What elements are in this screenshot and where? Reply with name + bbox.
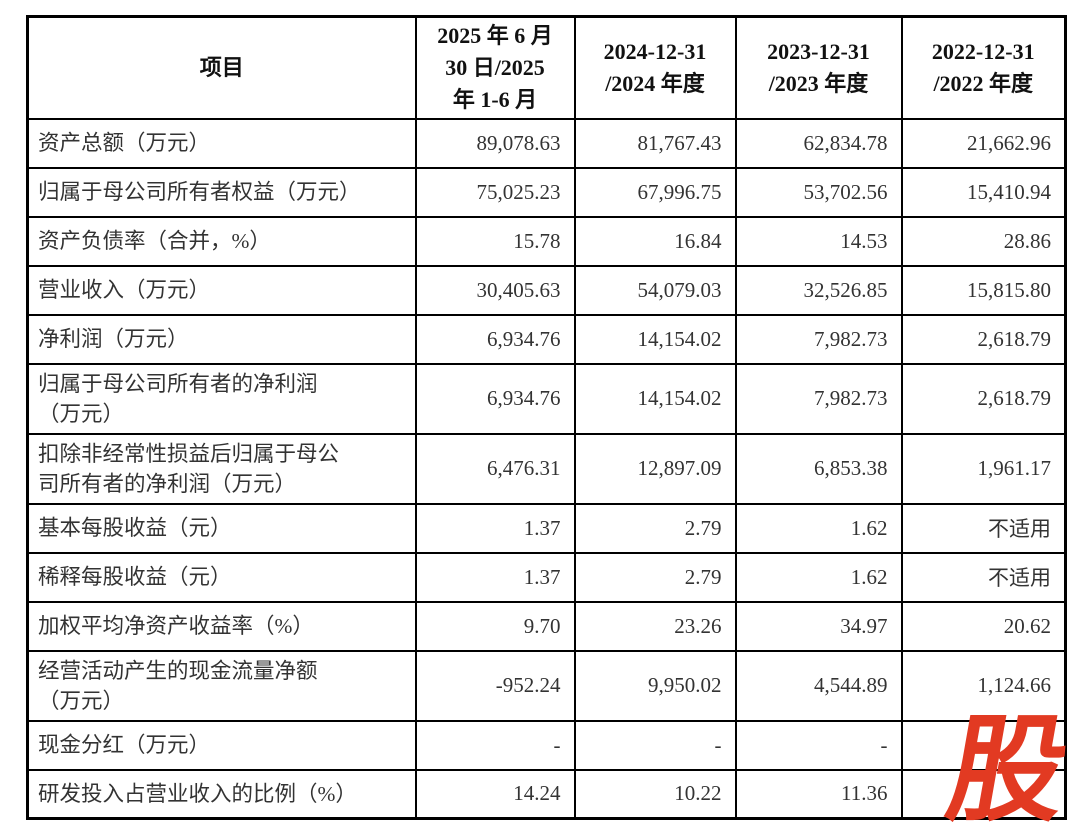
cell-value — [900, 719, 1067, 771]
row-label: 归属于母公司所有者的净利润 （万元） — [26, 362, 417, 435]
cell-value: 不适用 — [900, 551, 1067, 603]
row-label: 现金分红（万元） — [26, 719, 417, 771]
cell-value: 14.53 — [734, 215, 903, 267]
cell-value: 6,853.38 — [734, 432, 903, 505]
cell-value: 12,897.09 — [573, 432, 737, 505]
cell-value: 6,934.76 — [414, 313, 576, 365]
table-row: 基本每股收益（元） 1.37 2.79 1.62 不适用 — [26, 502, 1067, 554]
table-row: 加权平均净资产收益率（%） 9.70 23.26 34.97 20.62 — [26, 600, 1067, 652]
cell-value: 14,154.02 — [573, 362, 737, 435]
row-label: 加权平均净资产收益率（%） — [26, 600, 417, 652]
cell-value: 1.37 — [414, 502, 576, 554]
financial-summary-table: 项目 2025 年 6 月 30 日/2025 年 1-6 月 2024-12-… — [26, 15, 1067, 821]
cell-value: 75,025.23 — [414, 166, 576, 218]
cell-value: 14,154.02 — [573, 313, 737, 365]
cell-value: 20.62 — [900, 600, 1067, 652]
cell-value: 10.22 — [573, 768, 737, 820]
cell-value: 15,410.94 — [900, 166, 1067, 218]
header-col-item: 项目 — [26, 15, 417, 120]
row-label: 资产总额（万元） — [26, 117, 417, 169]
table-row: 经营活动产生的现金流量净额 （万元） -952.24 9,950.02 4,544.8… — [26, 649, 1067, 722]
cell-value: 1,961.17 — [900, 432, 1067, 505]
cell-value: 4,544.89 — [734, 649, 903, 722]
cell-value: 81,767.43 — [573, 117, 737, 169]
cell-value: - — [414, 719, 576, 771]
header-col-2024: 2024-12-31 /2024 年度 — [573, 15, 737, 120]
row-label: 营业收入（万元） — [26, 264, 417, 316]
cell-value: - — [573, 719, 737, 771]
cell-value: 32,526.85 — [734, 264, 903, 316]
row-label: 稀释每股收益（元） — [26, 551, 417, 603]
table-row: 稀释每股收益（元） 1.37 2.79 1.62 不适用 — [26, 551, 1067, 603]
cell-value: 11.36 — [734, 768, 903, 820]
cell-value: 7,982.73 — [734, 313, 903, 365]
cell-value: 15.78 — [414, 215, 576, 267]
table-row: 扣除非经常性损益后归属于母公 司所有者的净利润（万元） 6,476.31 12,89… — [26, 432, 1067, 505]
cell-value: 不适用 — [900, 502, 1067, 554]
cell-value: 2.79 — [573, 502, 737, 554]
cell-value: 23.26 — [573, 600, 737, 652]
cell-value: 2.79 — [573, 551, 737, 603]
header-col-2023: 2023-12-31 /2023 年度 — [734, 15, 903, 120]
table-row: 营业收入（万元） 30,405.63 54,079.03 32,526.85 15,81… — [26, 264, 1067, 316]
cell-value: - — [734, 719, 903, 771]
cell-value: 2,618.79 — [900, 313, 1067, 365]
cell-value: 1.37 — [414, 551, 576, 603]
table-row: 现金分红（万元） - - - — [26, 719, 1067, 771]
table-row: 归属于母公司所有者权益（万元） 75,025.23 67,996.75 53,702.… — [26, 166, 1067, 218]
table-row: 归属于母公司所有者的净利润 （万元） 6,934.76 14,154.02 7,982… — [26, 362, 1067, 435]
cell-value — [900, 768, 1067, 820]
cell-value: 14.24 — [414, 768, 576, 820]
cell-value: 9.70 — [414, 600, 576, 652]
cell-value: 9,950.02 — [573, 649, 737, 722]
cell-value: -952.24 — [414, 649, 576, 722]
cell-value: 1.62 — [734, 502, 903, 554]
cell-value: 6,934.76 — [414, 362, 576, 435]
row-label: 扣除非经常性损益后归属于母公 司所有者的净利润（万元） — [26, 432, 417, 505]
row-label: 净利润（万元） — [26, 313, 417, 365]
header-row: 项目 2025 年 6 月 30 日/2025 年 1-6 月 2024-12-… — [26, 15, 1067, 120]
table-row: 资产总额（万元） 89,078.63 81,767.43 62,834.78 21,66… — [26, 117, 1067, 169]
cell-value: 21,662.96 — [900, 117, 1067, 169]
cell-value: 34.97 — [734, 600, 903, 652]
cell-value: 67,996.75 — [573, 166, 737, 218]
table-row: 资产负债率（合并，%） 15.78 16.84 14.53 28.86 — [26, 215, 1067, 267]
cell-value: 30,405.63 — [414, 264, 576, 316]
table-row: 研发投入占营业收入的比例（%） 14.24 10.22 11.36 — [26, 768, 1067, 820]
table-row: 净利润（万元） 6,934.76 14,154.02 7,982.73 2,618.79 — [26, 313, 1067, 365]
cell-value: 1,124.66 — [900, 649, 1067, 722]
cell-value: 7,982.73 — [734, 362, 903, 435]
row-label: 归属于母公司所有者权益（万元） — [26, 166, 417, 218]
header-col-2022: 2022-12-31 /2022 年度 — [900, 15, 1067, 120]
cell-value: 1.62 — [734, 551, 903, 603]
cell-value: 16.84 — [573, 215, 737, 267]
row-label: 经营活动产生的现金流量净额 （万元） — [26, 649, 417, 722]
row-label: 研发投入占营业收入的比例（%） — [26, 768, 417, 820]
cell-value: 6,476.31 — [414, 432, 576, 505]
cell-value: 89,078.63 — [414, 117, 576, 169]
cell-value: 2,618.79 — [900, 362, 1067, 435]
cell-value: 62,834.78 — [734, 117, 903, 169]
cell-value: 28.86 — [900, 215, 1067, 267]
cell-value: 53,702.56 — [734, 166, 903, 218]
cell-value: 15,815.80 — [900, 264, 1067, 316]
header-col-2025h1: 2025 年 6 月 30 日/2025 年 1-6 月 — [414, 15, 576, 120]
row-label: 基本每股收益（元） — [26, 502, 417, 554]
cell-value: 54,079.03 — [573, 264, 737, 316]
row-label: 资产负债率（合并，%） — [26, 215, 417, 267]
